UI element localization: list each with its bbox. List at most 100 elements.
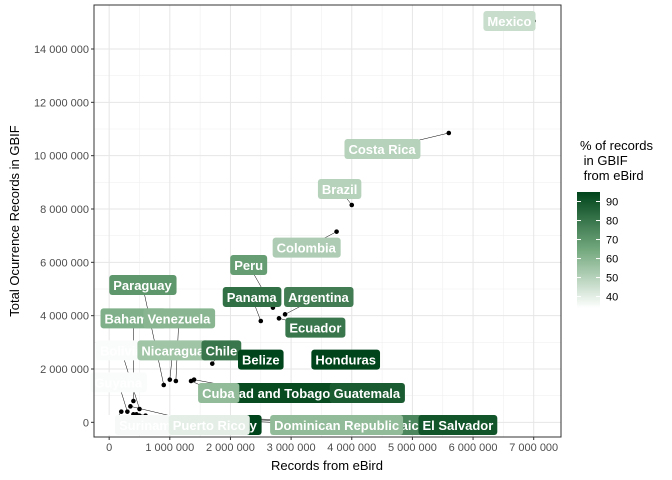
data-point [161, 382, 167, 388]
legend-tick-label: 50 [606, 273, 618, 285]
y-tick-label: 12 000 000 [34, 97, 89, 109]
data-point [334, 229, 339, 234]
label-text: Paraguay [113, 278, 172, 293]
x-axis-ticks: 0 1 000 000 2 000 000 3 000 000 4 000 000 5 0… [106, 437, 558, 454]
label-text: Peru [234, 258, 263, 273]
color-legend: % of records in GBIF from eBird 40 50 60 70… [577, 138, 653, 308]
label-box [344, 139, 421, 159]
point-label: Suriname [114, 415, 183, 435]
label-text: Mexico [487, 14, 531, 29]
data-point [209, 361, 215, 366]
label-text: Guyana [94, 375, 142, 390]
label-box [109, 275, 177, 295]
plot-background [93, 4, 562, 438]
data-point [167, 377, 173, 382]
point-label: Guyana [90, 372, 147, 393]
label-box [230, 255, 268, 275]
label-text: Honduras [315, 353, 376, 368]
data-point [128, 404, 133, 409]
label-box [270, 415, 404, 435]
label-box [284, 287, 354, 307]
data-point [131, 398, 136, 404]
label-text: Suriname [119, 418, 178, 433]
legend-title-line: from eBird [580, 168, 644, 183]
data-point [276, 316, 282, 321]
label-text: El Salvador [422, 418, 493, 433]
label-box [168, 415, 250, 435]
y-tick-label: 8 000 000 [40, 204, 89, 216]
label-text: Argentina [288, 290, 349, 305]
data-point [118, 409, 124, 414]
point-label: Bolivia [95, 340, 148, 361]
x-tick-label: 1 000 000 [145, 442, 194, 454]
point-label: Argentina [284, 287, 354, 307]
legend-tick-label: 90 [606, 197, 618, 209]
point-label: El Salvador [418, 415, 498, 435]
y-tick-label: 2 000 000 [40, 364, 89, 376]
legend-tick-label: 40 [606, 292, 618, 304]
x-tick-label: 4 000 000 [327, 442, 376, 454]
x-tick-label: 6 000 000 [449, 442, 498, 454]
point-label: Panama [222, 287, 282, 307]
label-connector [142, 284, 164, 386]
x-axis-title: Records from eBird [271, 458, 383, 473]
y-tick-label: 10 000 000 [34, 151, 89, 163]
y-tick-label: 0 [83, 417, 89, 429]
label-box [483, 11, 536, 31]
label-box [143, 308, 216, 329]
x-tick-label: 0 [106, 442, 112, 454]
label-text: Brazil [322, 182, 357, 197]
label-box [95, 340, 148, 361]
legend-title-line: % of records [580, 138, 653, 153]
point-label: Paraguay [109, 275, 177, 295]
data-point [349, 202, 355, 208]
plot-border [93, 4, 562, 438]
x-tick-label: 5 000 000 [388, 442, 437, 454]
label-box [201, 340, 242, 361]
y-axis-title: Total Ocurrence Records in GBIF [7, 125, 22, 317]
label-box [237, 349, 284, 370]
legend-tick-label: 80 [606, 216, 618, 228]
legend-colorbar [577, 192, 600, 308]
label-text: Puerto Rico [173, 418, 246, 433]
y-tick-label: 4 000 000 [40, 311, 89, 323]
data-point [258, 318, 264, 324]
data-point [137, 406, 142, 412]
label-box [137, 340, 210, 361]
label-text: Guatemala [334, 386, 401, 401]
label-box [311, 349, 381, 370]
point-label: Cuba [198, 383, 240, 403]
point-label: Chile [201, 340, 242, 361]
point-label: Brazil [317, 179, 362, 199]
x-tick-label: 7 000 000 [509, 442, 558, 454]
y-tick-label: 14 000 000 [34, 44, 89, 56]
point-label: Honduras [311, 349, 381, 370]
label-box [329, 383, 405, 403]
legend-tick-label: 60 [606, 254, 618, 266]
point-label: Venezuela [143, 308, 216, 329]
label-text: Colombia [277, 241, 337, 256]
label-box [222, 287, 282, 307]
data-point [188, 378, 194, 384]
legend-tick-label: 70 [606, 235, 618, 247]
label-box [272, 237, 341, 258]
label-box [198, 383, 240, 403]
label-text: Venezuela [147, 311, 211, 326]
legend-title-line: in GBIF [580, 153, 628, 168]
legend-title: % of records in GBIF from eBird [580, 138, 653, 183]
data-point [446, 130, 452, 136]
point-label: Dominican Republic [270, 415, 404, 435]
label-text: Chile [205, 343, 237, 358]
point-label: Colombia [272, 237, 341, 258]
label-text: Ecuador [289, 321, 341, 336]
point-label: Belize [237, 349, 284, 370]
label-box [418, 415, 498, 435]
label-text: Dominican Republic [274, 418, 399, 433]
label-box [90, 372, 147, 393]
label-text: Nicaragua [141, 343, 205, 358]
label-text: Panama [227, 290, 278, 305]
label-text: Costa Rica [348, 142, 416, 157]
label-text: Belize [242, 353, 280, 368]
point-label: Guatemala [329, 383, 405, 403]
